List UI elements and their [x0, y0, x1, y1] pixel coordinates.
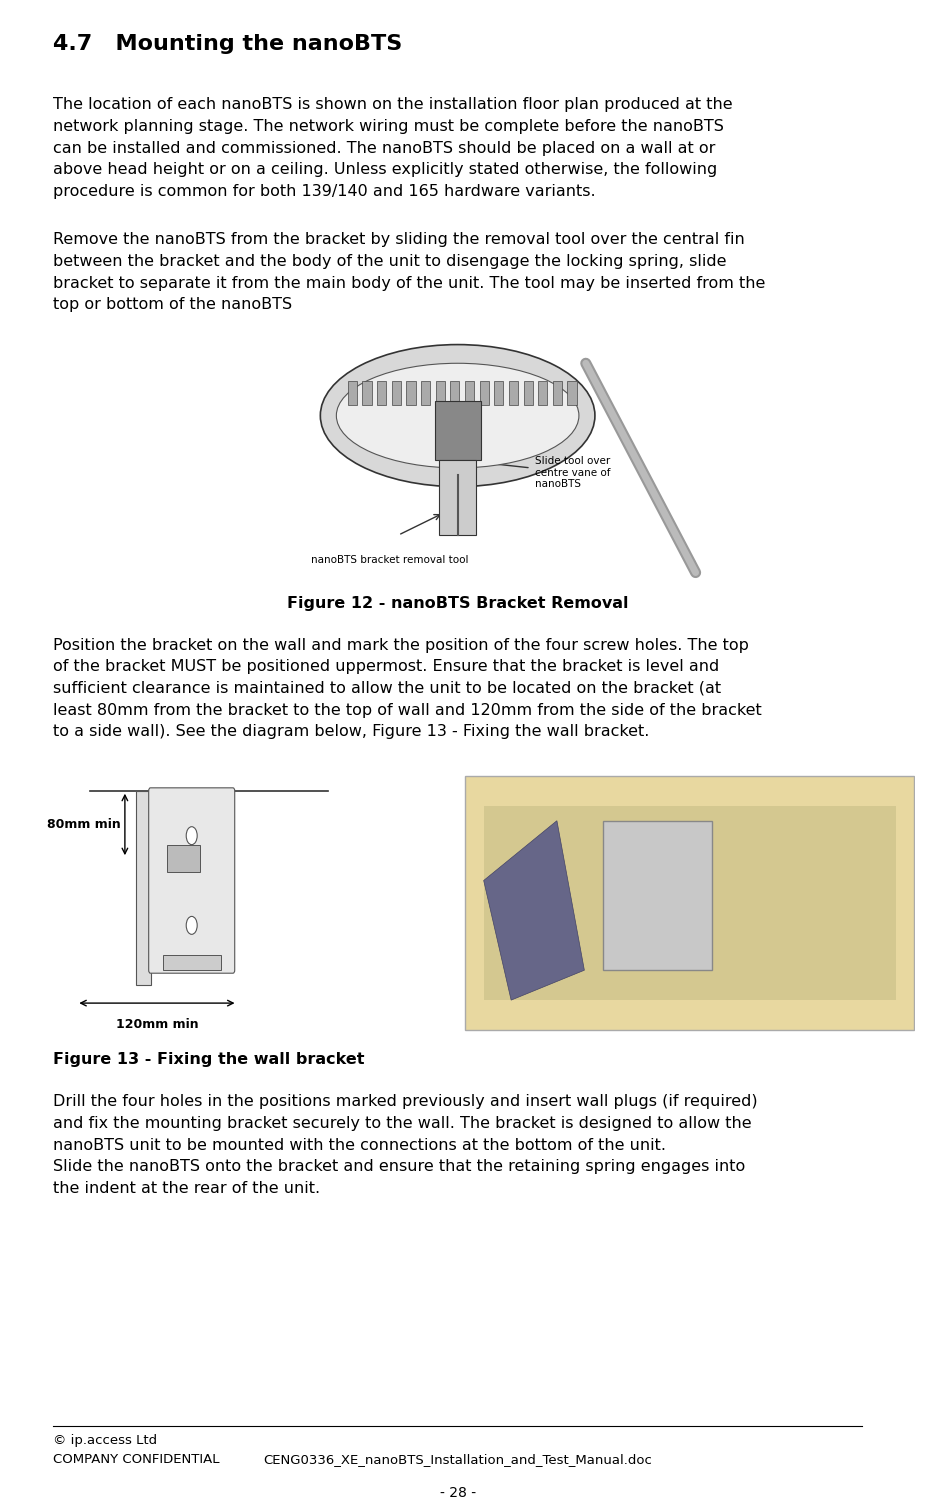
Text: The location of each nanoBTS is shown on the installation floor plan produced at: The location of each nanoBTS is shown on… [54, 98, 733, 113]
FancyBboxPatch shape [149, 789, 234, 973]
Bar [362, 382, 372, 406]
Ellipse shape [336, 363, 579, 469]
Circle shape [186, 826, 198, 844]
Bar [167, 844, 199, 871]
Bar [465, 382, 474, 406]
Bar [439, 461, 476, 535]
Text: - 28 -: - 28 - [439, 1485, 476, 1500]
Text: COMPANY CONFIDENTIAL: COMPANY CONFIDENTIAL [54, 1452, 220, 1466]
Bar [480, 382, 488, 406]
Ellipse shape [320, 344, 595, 487]
Bar [466, 777, 914, 1030]
Text: can be installed and commissioned. The nanoBTS should be placed on a wall at or: can be installed and commissioned. The n… [54, 141, 716, 156]
Bar [538, 382, 548, 406]
Polygon shape [484, 820, 584, 1000]
Bar [567, 382, 577, 406]
Bar [391, 382, 401, 406]
Text: Position the bracket on the wall and mark the position of the four screw holes. : Position the bracket on the wall and mar… [54, 637, 749, 652]
Bar [451, 382, 459, 406]
Bar [523, 382, 533, 406]
Bar [509, 382, 518, 406]
Text: Slide the nanoBTS onto the bracket and ensure that the retaining spring engages : Slide the nanoBTS onto the bracket and e… [54, 1160, 746, 1175]
Bar [602, 820, 712, 970]
Text: network planning stage. The network wiring must be complete before the nanoBTS: network planning stage. The network wiri… [54, 119, 725, 134]
Bar [484, 805, 896, 1000]
Bar [435, 401, 481, 461]
Text: sufficient clearance is maintained to allow the unit to be located on the bracke: sufficient clearance is maintained to al… [54, 680, 722, 695]
Text: nanoBTS unit to be mounted with the connections at the bottom of the unit.: nanoBTS unit to be mounted with the conn… [54, 1137, 666, 1152]
Text: and fix the mounting bracket securely to the wall. The bracket is designed to al: and fix the mounting bracket securely to… [54, 1116, 752, 1131]
Text: of the bracket MUST be positioned uppermost. Ensure that the bracket is level an: of the bracket MUST be positioned upperm… [54, 659, 720, 674]
Text: between the bracket and the body of the unit to disengage the locking spring, sl: between the bracket and the body of the … [54, 254, 727, 269]
Text: Remove the nanoBTS from the bracket by sliding the removal tool over the central: Remove the nanoBTS from the bracket by s… [54, 233, 745, 248]
Bar [377, 382, 386, 406]
Circle shape [186, 916, 198, 934]
Text: 120mm min: 120mm min [116, 1018, 199, 1030]
Bar [348, 382, 357, 406]
Text: Figure 12 - nanoBTS Bracket Removal: Figure 12 - nanoBTS Bracket Removal [287, 596, 629, 611]
Text: Drill the four holes in the positions marked previously and insert wall plugs (i: Drill the four holes in the positions ma… [54, 1095, 758, 1110]
Text: top or bottom of the nanoBTS: top or bottom of the nanoBTS [54, 297, 293, 312]
Text: bracket to separate it from the main body of the unit. The tool may be inserted : bracket to separate it from the main bod… [54, 276, 766, 291]
Bar [494, 382, 503, 406]
Text: CENG0336_XE_nanoBTS_Installation_and_Test_Manual.doc: CENG0336_XE_nanoBTS_Installation_and_Tes… [263, 1452, 652, 1466]
Bar [552, 382, 562, 406]
Text: 80mm min: 80mm min [46, 819, 120, 831]
Text: © ip.access Ltd: © ip.access Ltd [54, 1433, 158, 1446]
Text: 4.7   Mounting the nanoBTS: 4.7 Mounting the nanoBTS [54, 35, 403, 54]
Text: to a side wall). See the diagram below, Figure 13 - Fixing the wall bracket.: to a side wall). See the diagram below, … [54, 724, 650, 739]
Bar [136, 792, 151, 985]
Text: least 80mm from the bracket to the top of wall and 120mm from the side of the br: least 80mm from the bracket to the top o… [54, 703, 762, 718]
Text: the indent at the rear of the unit.: the indent at the rear of the unit. [54, 1181, 321, 1196]
Bar [407, 382, 416, 406]
Text: Figure 13 - Fixing the wall bracket: Figure 13 - Fixing the wall bracket [54, 1053, 365, 1068]
Bar [436, 382, 445, 406]
Text: procedure is common for both 139/140 and 165 hardware variants.: procedure is common for both 139/140 and… [54, 183, 596, 198]
Text: Slide tool over
centre vane of
nanoBTS: Slide tool over centre vane of nanoBTS [535, 457, 611, 490]
Bar [163, 955, 220, 970]
Bar [421, 382, 430, 406]
Text: nanoBTS bracket removal tool: nanoBTS bracket removal tool [311, 554, 469, 565]
Text: above head height or on a ceiling. Unless explicitly stated otherwise, the follo: above head height or on a ceiling. Unles… [54, 162, 718, 177]
